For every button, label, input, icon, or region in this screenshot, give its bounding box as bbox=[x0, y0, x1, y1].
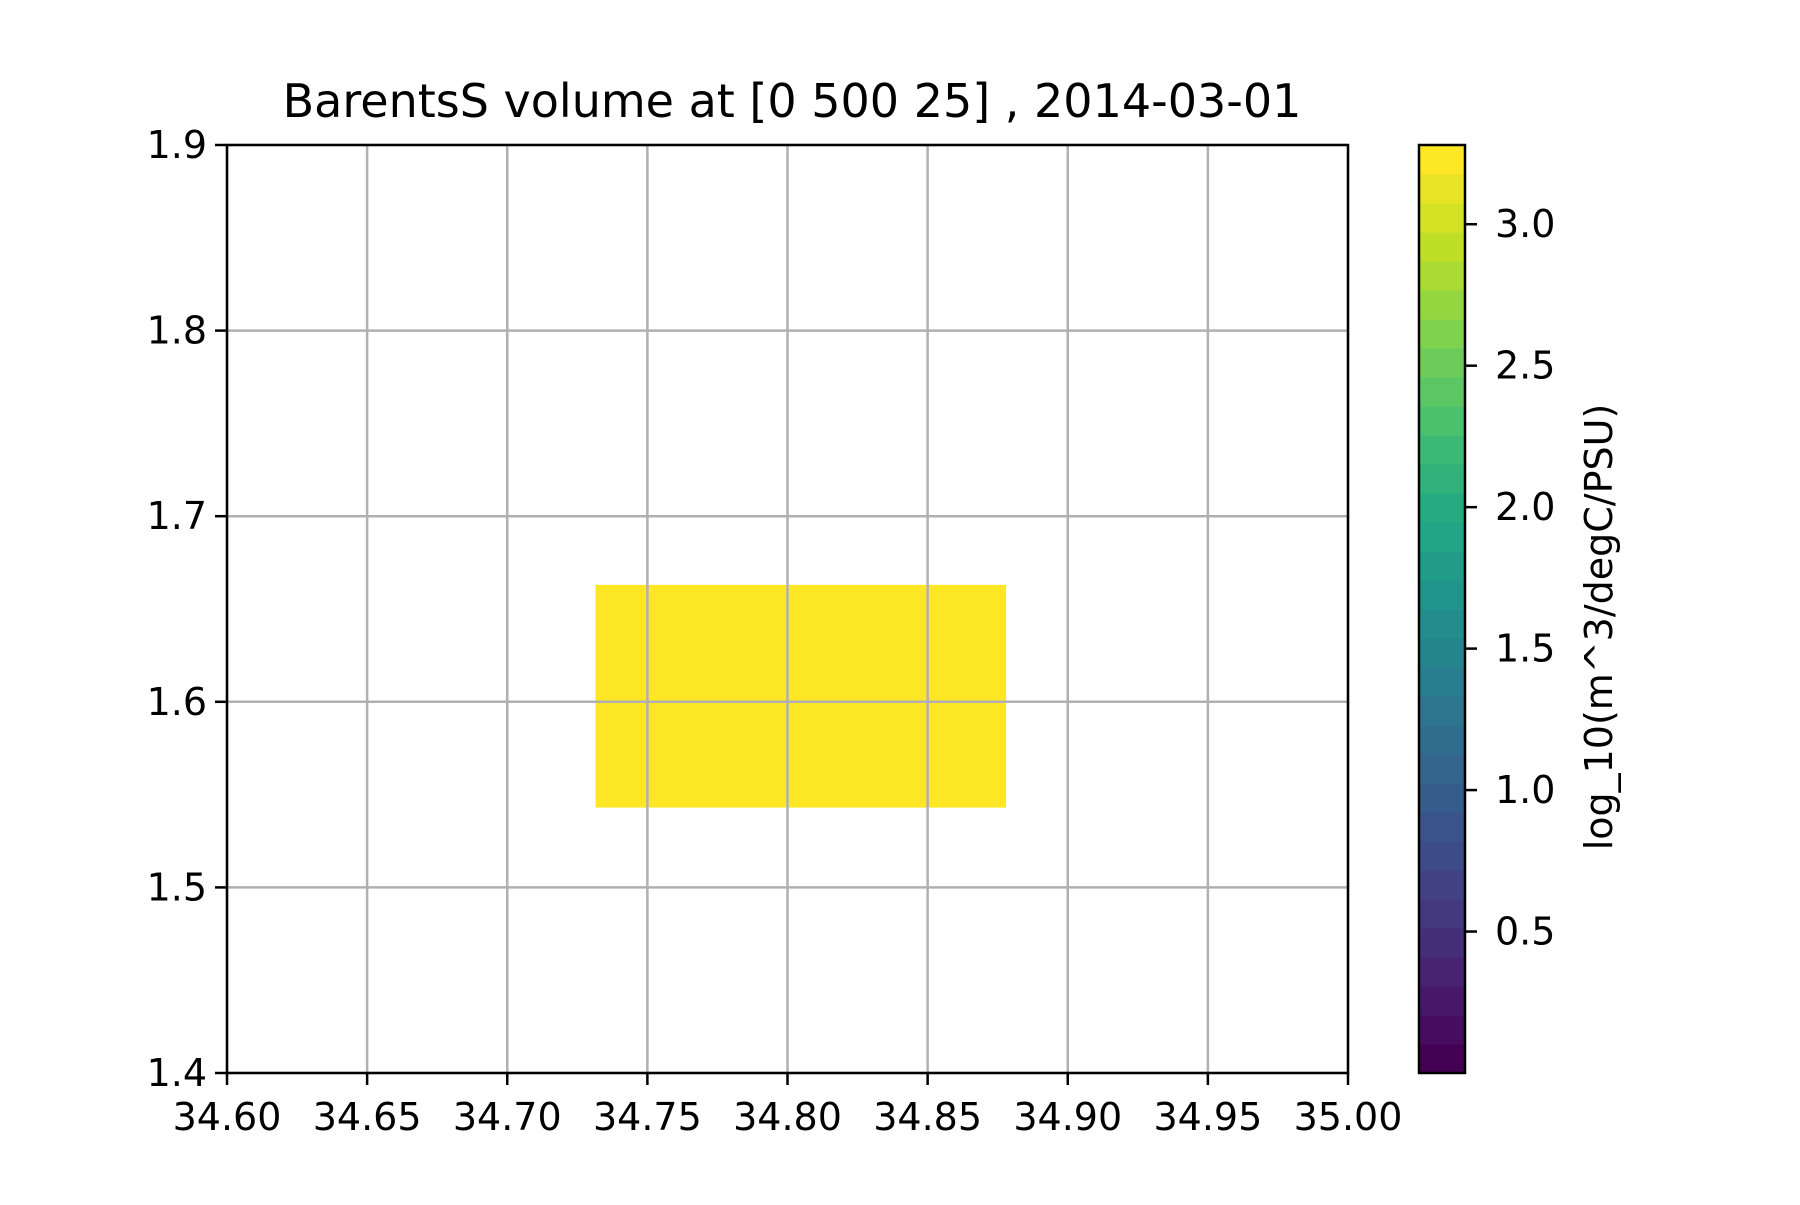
colorbar-segment bbox=[1419, 609, 1465, 639]
y-tick-label: 1.7 bbox=[147, 494, 207, 538]
colorbar-segment bbox=[1419, 406, 1465, 436]
colorbar-segment bbox=[1419, 638, 1465, 668]
colorbar-segment bbox=[1419, 870, 1465, 900]
colorbar-segment bbox=[1419, 261, 1465, 291]
x-tick-label: 34.70 bbox=[453, 1095, 562, 1139]
x-tick-label: 34.85 bbox=[873, 1095, 982, 1139]
colorbar-segment bbox=[1419, 580, 1465, 610]
colorbar-segment bbox=[1419, 145, 1465, 175]
colorbar-label: log_10(m^3/degC/PSU) bbox=[1577, 404, 1621, 851]
x-tick-label: 34.65 bbox=[313, 1095, 422, 1139]
y-tick-label: 1.6 bbox=[147, 680, 207, 724]
colorbar-segment bbox=[1419, 899, 1465, 929]
colorbar-segment bbox=[1419, 435, 1465, 465]
colorbar-tick-label: 1.5 bbox=[1495, 627, 1555, 671]
colorbar-tick-label: 3.0 bbox=[1495, 202, 1555, 246]
colorbar-segment bbox=[1419, 783, 1465, 813]
colorbar-segment bbox=[1419, 377, 1465, 407]
colorbar-segment bbox=[1419, 986, 1465, 1016]
colorbar-tick-label: 1.0 bbox=[1495, 768, 1555, 812]
colorbar-segment bbox=[1419, 232, 1465, 262]
colorbar-segment bbox=[1419, 928, 1465, 958]
x-tick-label: 34.90 bbox=[1013, 1095, 1122, 1139]
colorbar-segment bbox=[1419, 522, 1465, 552]
heatmap-cell bbox=[595, 584, 1007, 808]
x-tick-label: 35.00 bbox=[1294, 1095, 1403, 1139]
colorbar-segment bbox=[1419, 1015, 1465, 1045]
colorbar-segment bbox=[1419, 725, 1465, 755]
y-axis: 1.4 1.5 1.6 1.7 1.8 1.9 bbox=[147, 123, 227, 1095]
y-tick-label: 1.4 bbox=[147, 1051, 207, 1095]
colorbar-tick-label: 2.5 bbox=[1495, 344, 1555, 388]
colorbar-segment bbox=[1419, 754, 1465, 784]
colorbar-segment bbox=[1419, 812, 1465, 842]
colorbar-frame bbox=[1417, 143, 1467, 1075]
colorbar-segment bbox=[1419, 551, 1465, 581]
colorbar-segment bbox=[1419, 348, 1465, 378]
colorbar: 0.5 1.0 1.5 2.0 2.5 3.0 bbox=[1417, 143, 1555, 1075]
colorbar-segment bbox=[1419, 841, 1465, 871]
grid-lines bbox=[225, 143, 1350, 1075]
colorbar-segment bbox=[1419, 696, 1465, 726]
y-tick-label: 1.8 bbox=[147, 309, 207, 353]
colorbar-segment bbox=[1419, 290, 1465, 320]
colorbar-segment bbox=[1419, 957, 1465, 987]
chart-title: BarentsS volume at [0 500 25] , 2014-03-… bbox=[283, 74, 1302, 128]
colorbar-segment bbox=[1419, 319, 1465, 349]
colorbar-segment bbox=[1419, 464, 1465, 494]
x-tick-label: 34.80 bbox=[733, 1095, 842, 1139]
colorbar-segment bbox=[1419, 1044, 1465, 1074]
x-tick-label: 34.75 bbox=[593, 1095, 702, 1139]
colorbar-tick-label: 0.5 bbox=[1495, 910, 1555, 954]
x-axis: 34.60 34.65 34.70 34.75 34.80 34.85 34.90 34.95… bbox=[173, 1073, 1403, 1139]
colorbar-segment bbox=[1419, 203, 1465, 233]
y-tick-label: 1.9 bbox=[147, 123, 207, 167]
x-tick-label: 34.95 bbox=[1153, 1095, 1262, 1139]
colorbar-segment bbox=[1419, 493, 1465, 523]
heatmap-cells bbox=[595, 584, 1007, 808]
y-tick-label: 1.5 bbox=[147, 865, 207, 909]
colorbar-segment bbox=[1419, 174, 1465, 204]
x-tick-label: 34.60 bbox=[173, 1095, 282, 1139]
colorbar-tick-label: 2.0 bbox=[1495, 485, 1555, 529]
colorbar-segment bbox=[1419, 667, 1465, 697]
